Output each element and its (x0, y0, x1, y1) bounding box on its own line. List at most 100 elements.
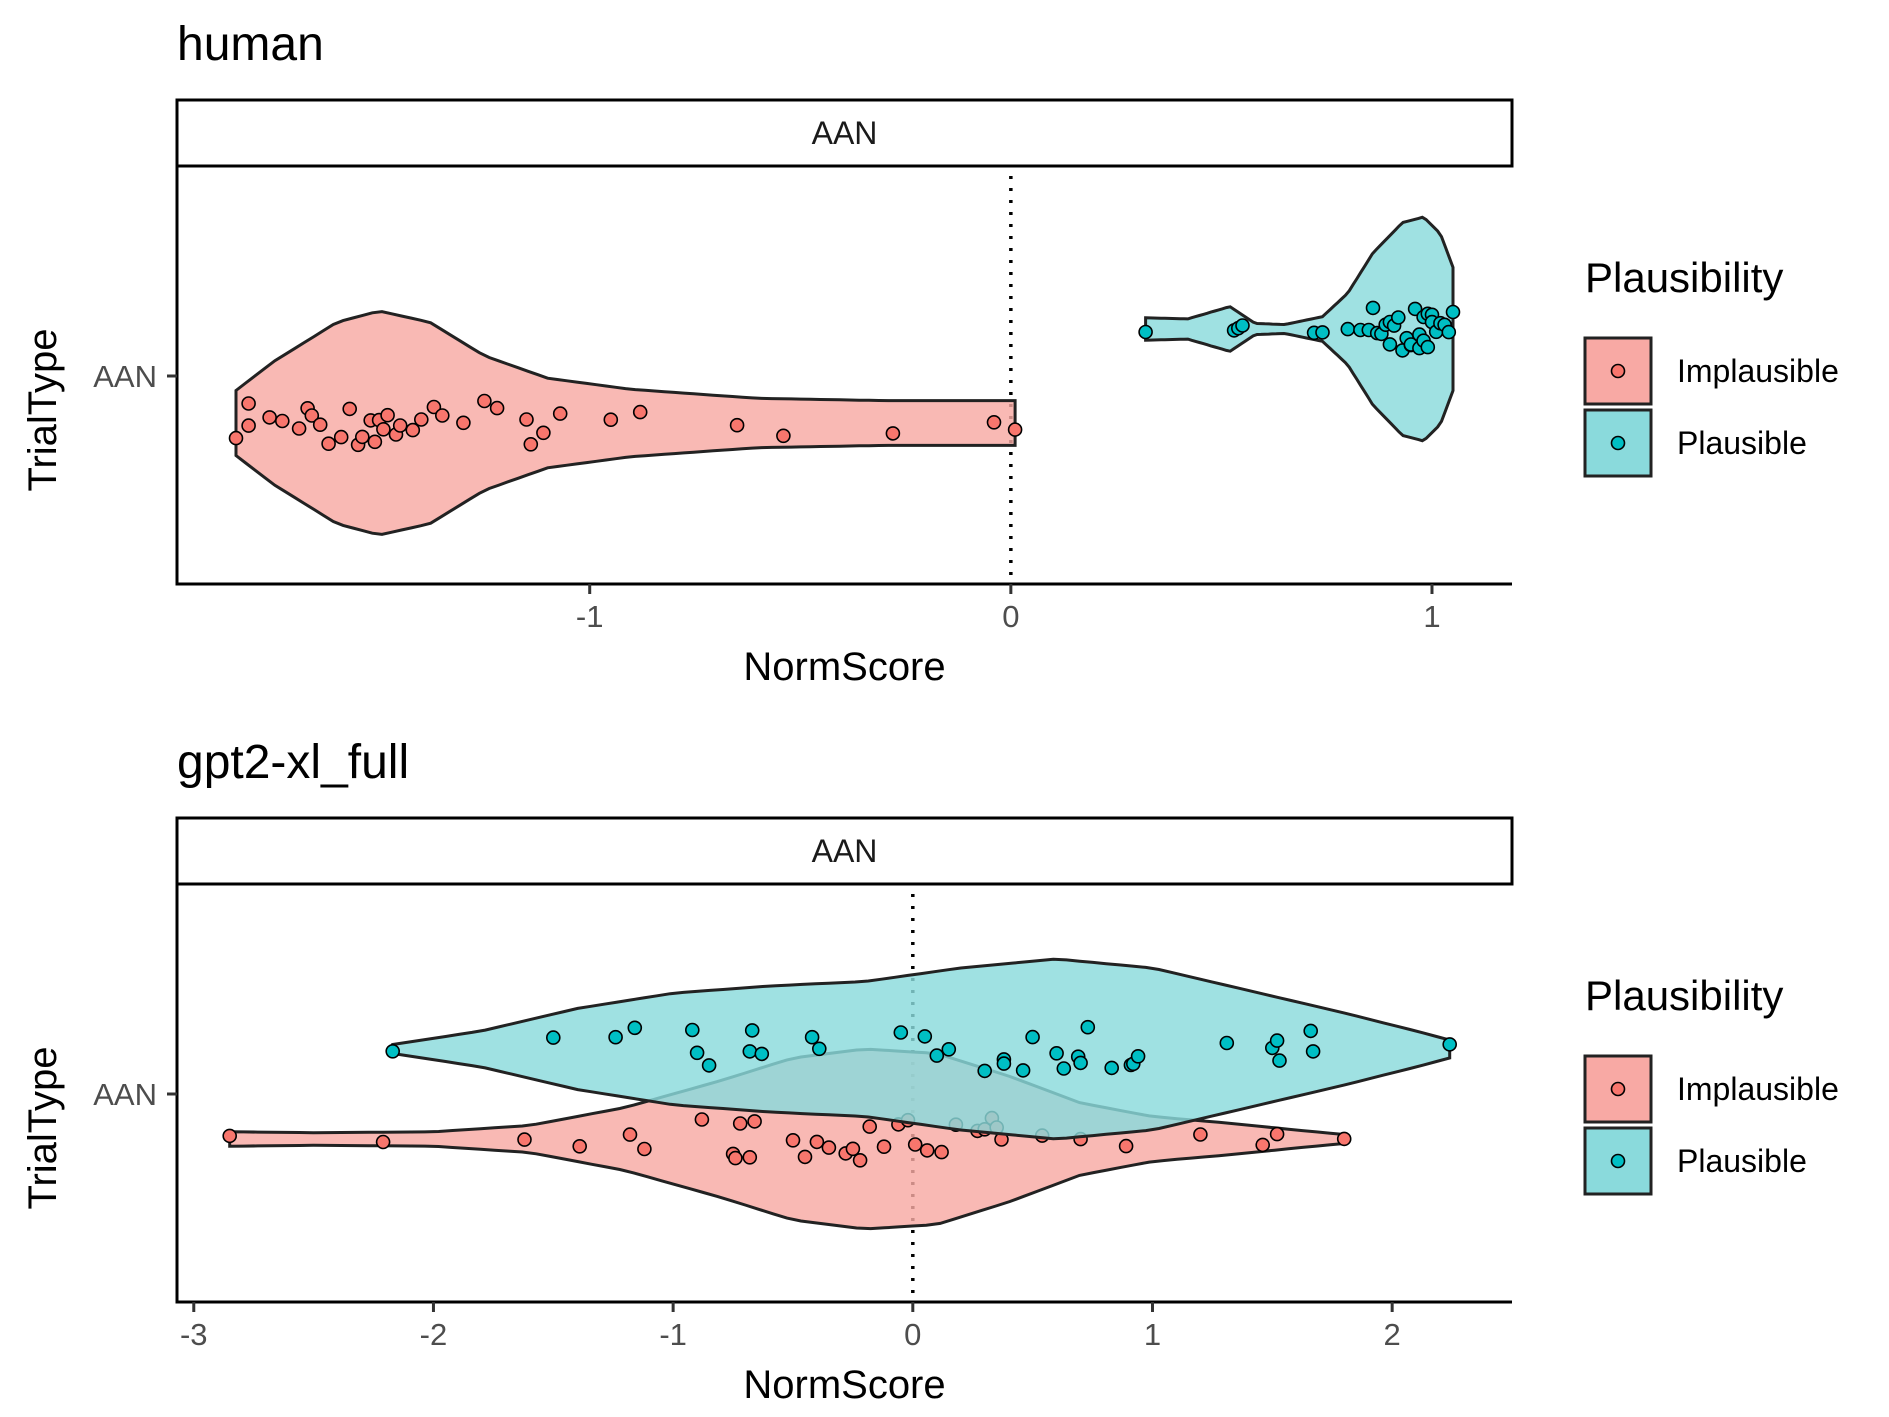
data-point-plausible (742, 1044, 758, 1059)
data-point-plausible (385, 1044, 401, 1059)
data-point-implausible (845, 1141, 861, 1157)
data-point-plausible (1049, 1046, 1064, 1061)
legend-marker-implausible (1610, 363, 1626, 379)
data-point-plausible (1138, 324, 1153, 340)
data-point-plausible (1391, 310, 1406, 325)
data-point-plausible (804, 1029, 820, 1045)
data-point-implausible (241, 418, 256, 433)
legend-marker-implausible (1610, 1081, 1626, 1097)
data-point-implausible (477, 393, 492, 409)
legend-label-plausible: Plausible (1677, 425, 1807, 461)
legend-title: Plausibility (1585, 254, 1783, 301)
data-point-plausible (1025, 1029, 1040, 1045)
legend-key-implausible (1583, 336, 1653, 406)
data-point-implausible (747, 1114, 762, 1129)
data-point-implausible (934, 1144, 949, 1160)
data-point-plausible (1269, 1033, 1285, 1048)
data-point-plausible (1272, 1053, 1287, 1068)
data-point-plausible (893, 1025, 909, 1040)
data-point-implausible (876, 1139, 892, 1154)
facet-label: AAN (812, 115, 878, 151)
data-point-plausible (1073, 1055, 1088, 1071)
data-point-implausible (456, 415, 471, 431)
data-point-implausible (291, 421, 307, 436)
data-point-implausible (632, 404, 648, 420)
data-point-implausible (517, 1132, 532, 1147)
data-point-implausible (375, 1134, 391, 1150)
data-point-plausible (1441, 324, 1457, 340)
data-point-plausible (977, 1063, 993, 1079)
data-point-plausible (1445, 304, 1461, 320)
legend-label-plausible: Plausible (1677, 1143, 1807, 1179)
data-point-implausible (228, 430, 244, 446)
data-point-implausible (333, 429, 349, 445)
data-point-implausible (742, 1150, 758, 1165)
legend-title: Plausibility (1585, 972, 1783, 1019)
data-point-implausible (519, 412, 534, 427)
data-point-plausible (941, 1042, 957, 1057)
data-point-implausible (885, 426, 901, 441)
chart-panel-gpt2-xl-full: gpt2-xl_full AAN AAN -3 -2 -1 0 1 2 NormScore Tria… (21, 736, 1839, 1407)
data-point-implausible (413, 412, 429, 427)
y-tick-label: AAN (93, 1077, 157, 1112)
legend-label-implausible: Implausible (1677, 353, 1839, 389)
data-point-implausible (536, 425, 551, 441)
data-point-implausible (1193, 1127, 1208, 1142)
data-point-implausible (729, 417, 745, 433)
facet-label: AAN (812, 833, 878, 869)
data-point-implausible (821, 1140, 837, 1155)
data-point-implausible (694, 1112, 710, 1127)
data-point-implausible (637, 1141, 652, 1157)
x-tick-label: 1 (1423, 599, 1440, 634)
data-point-plausible (1303, 1023, 1318, 1039)
data-point-implausible (262, 410, 277, 425)
data-point-implausible (572, 1139, 588, 1154)
data-point-plausible (701, 1058, 717, 1073)
data-point-plausible (1382, 337, 1398, 352)
data-point-plausible (1104, 1060, 1119, 1076)
facet-strip (175, 816, 1514, 886)
data-point-implausible (312, 417, 328, 433)
data-point-implausible (342, 401, 358, 417)
data-point-implausible (732, 1116, 748, 1131)
data-point-implausible (862, 1119, 878, 1134)
data-point-implausible (776, 428, 791, 444)
chart-title: gpt2-xl_full (177, 736, 409, 789)
x-tick-label: -1 (659, 1317, 687, 1352)
data-point-plausible (1015, 1063, 1031, 1078)
violin-plausible (391, 957, 1452, 1141)
data-point-implausible (380, 407, 395, 423)
data-point-implausible (405, 422, 421, 438)
data-point-implausible (426, 399, 442, 415)
data-point-plausible (929, 1048, 945, 1063)
x-tick-label: 1 (1144, 1317, 1161, 1352)
violin-implausible (234, 310, 1017, 536)
data-point-implausible (728, 1150, 743, 1166)
data-point-implausible (1255, 1137, 1270, 1153)
data-point-implausible (376, 421, 391, 437)
data-point-implausible (354, 429, 370, 445)
data-point-plausible (754, 1046, 770, 1062)
x-tick-label: -3 (180, 1317, 208, 1352)
data-point-implausible (523, 436, 539, 452)
data-point-plausible (689, 1045, 705, 1061)
x-tick-label: 0 (1002, 599, 1019, 634)
data-point-implausible (622, 1127, 638, 1142)
data-point-implausible (241, 396, 256, 411)
data-point-implausible (304, 408, 320, 423)
x-tick-label: -2 (420, 1317, 448, 1352)
legend-label-implausible: Implausible (1677, 1071, 1839, 1107)
data-point-plausible (1442, 1037, 1457, 1052)
data-point-implausible (392, 418, 408, 433)
data-point-implausible (434, 408, 450, 423)
data-point-plausible (1130, 1049, 1146, 1064)
data-point-implausible (852, 1153, 868, 1168)
x-axis-title: NormScore (743, 645, 945, 689)
data-point-implausible (919, 1143, 935, 1158)
data-point-plausible (684, 1022, 700, 1038)
data-point-implausible (1007, 422, 1023, 437)
data-point-implausible (1269, 1126, 1285, 1142)
data-point-implausible (603, 412, 619, 428)
y-axis-title: TrialType (21, 1046, 65, 1209)
